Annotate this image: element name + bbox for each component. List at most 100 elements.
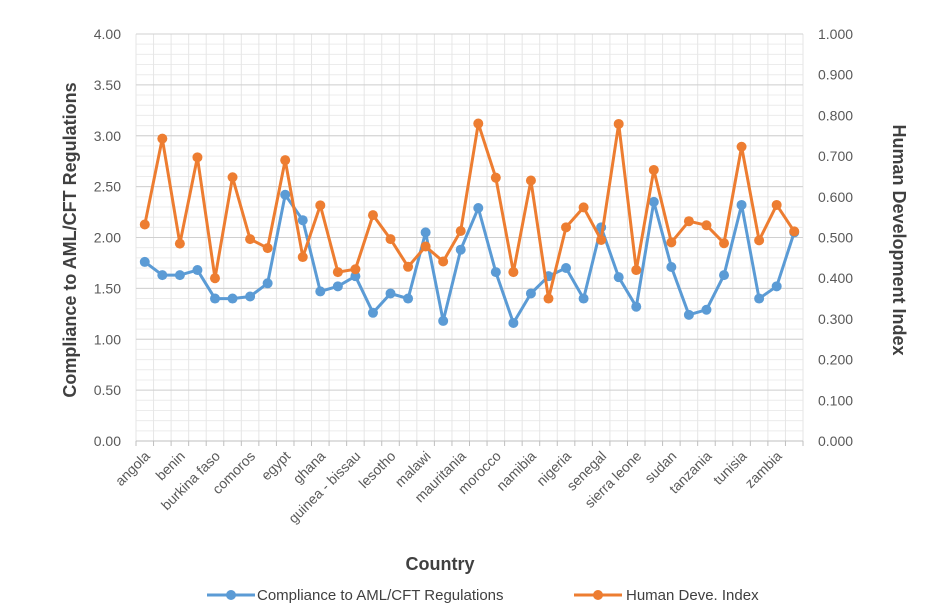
left-axis-ticks: 0.00 0.50 1.00 1.50 2.00 2.50 3.00 3.50 4.00 — [94, 26, 121, 449]
data-point-compliance — [332, 281, 343, 292]
legend-label-compliance: Compliance to AML/CFT Regulations — [257, 587, 504, 604]
right-tick-label: 0.800 — [818, 107, 853, 123]
data-point-hdi — [543, 293, 554, 304]
data-point-hdi — [350, 264, 361, 275]
x-axis-title: Country — [406, 554, 475, 574]
data-point-hdi — [613, 118, 624, 129]
data-point-hdi — [403, 261, 414, 272]
data-point-compliance — [385, 288, 396, 299]
data-point-hdi — [490, 172, 501, 183]
right-tick-label: 0.000 — [818, 433, 853, 449]
data-point-hdi — [719, 238, 730, 249]
data-point-hdi — [525, 175, 536, 186]
data-point-compliance — [490, 267, 501, 278]
gridlines — [135, 33, 804, 446]
left-tick-label: 4.00 — [94, 26, 121, 42]
left-tick-label: 0.00 — [94, 433, 121, 449]
left-tick-label: 2.00 — [94, 230, 121, 246]
data-point-compliance — [297, 215, 308, 226]
legend-marker-compliance — [226, 590, 236, 600]
data-point-compliance — [771, 281, 782, 292]
data-point-compliance — [403, 293, 414, 304]
data-point-hdi — [438, 256, 449, 267]
data-point-hdi — [385, 234, 396, 245]
left-tick-label: 1.50 — [94, 280, 121, 296]
data-point-compliance — [473, 202, 484, 213]
data-point-compliance — [525, 288, 536, 299]
right-tick-label: 0.700 — [818, 148, 853, 164]
data-point-compliance — [139, 256, 150, 267]
legend: Compliance to AML/CFT Regulations Human … — [207, 587, 759, 604]
left-tick-label: 2.50 — [94, 179, 121, 195]
data-point-compliance — [438, 315, 449, 326]
data-point-compliance — [754, 293, 765, 304]
data-point-hdi — [596, 234, 607, 245]
data-point-hdi — [561, 222, 572, 233]
data-point-hdi — [280, 155, 291, 166]
data-point-hdi — [754, 235, 765, 246]
legend-item-hdi: Human Deve. Index — [574, 587, 759, 604]
data-point-hdi — [209, 273, 220, 284]
right-tick-label: 0.200 — [818, 352, 853, 368]
data-point-compliance — [315, 286, 326, 297]
data-point-hdi — [473, 118, 484, 129]
left-tick-label: 1.00 — [94, 331, 121, 347]
data-point-compliance — [561, 263, 572, 274]
data-point-hdi — [174, 238, 185, 249]
data-point-hdi — [666, 237, 677, 248]
data-point-hdi — [139, 219, 150, 230]
data-point-compliance — [719, 270, 730, 281]
right-tick-label: 0.900 — [818, 67, 853, 83]
left-tick-label: 3.50 — [94, 77, 121, 93]
category-tick-label: zambia — [742, 448, 785, 491]
category-tick-label: lesotho — [355, 448, 398, 491]
right-tick-label: 0.600 — [818, 189, 853, 205]
category-tick-label: egypt — [258, 448, 294, 484]
data-point-compliance — [367, 307, 378, 318]
data-point-compliance — [174, 270, 185, 281]
data-point-hdi — [192, 152, 203, 163]
series-hdi — [139, 118, 800, 304]
legend-item-compliance: Compliance to AML/CFT Regulations — [207, 587, 504, 604]
left-tick-label: 3.00 — [94, 128, 121, 144]
data-point-hdi — [297, 252, 308, 263]
left-tick-label: 0.50 — [94, 382, 121, 398]
data-point-hdi — [631, 265, 642, 276]
data-point-compliance — [420, 227, 431, 238]
data-point-compliance — [192, 265, 203, 276]
data-point-hdi — [262, 243, 273, 254]
data-point-compliance — [227, 293, 238, 304]
right-tick-label: 0.300 — [818, 311, 853, 327]
data-point-compliance — [578, 293, 589, 304]
y-axis-title-right: Human Development Index — [889, 124, 909, 355]
data-point-compliance — [280, 189, 291, 200]
data-point-hdi — [701, 220, 712, 231]
data-point-compliance — [683, 309, 694, 320]
data-point-compliance — [157, 270, 168, 281]
data-point-compliance — [245, 291, 256, 302]
data-point-hdi — [771, 199, 782, 210]
right-tick-label: 0.500 — [818, 230, 853, 246]
data-point-hdi — [578, 202, 589, 213]
data-point-compliance — [508, 317, 519, 328]
right-tick-label: 0.100 — [818, 392, 853, 408]
right-tick-label: 1.000 — [818, 26, 853, 42]
right-tick-label: 0.400 — [818, 270, 853, 286]
data-point-hdi — [367, 210, 378, 221]
category-tick-label: angola — [112, 448, 153, 489]
data-point-compliance — [648, 196, 659, 207]
data-point-hdi — [420, 241, 431, 252]
data-point-compliance — [350, 271, 361, 282]
data-point-hdi — [508, 267, 519, 278]
data-point-hdi — [648, 164, 659, 175]
legend-label-hdi: Human Deve. Index — [626, 587, 759, 604]
data-point-hdi — [455, 225, 466, 236]
data-point-compliance — [631, 301, 642, 312]
data-point-compliance — [613, 272, 624, 283]
legend-marker-hdi — [593, 590, 603, 600]
data-point-hdi — [736, 141, 747, 152]
data-point-hdi — [683, 216, 694, 227]
data-point-hdi — [157, 133, 168, 144]
